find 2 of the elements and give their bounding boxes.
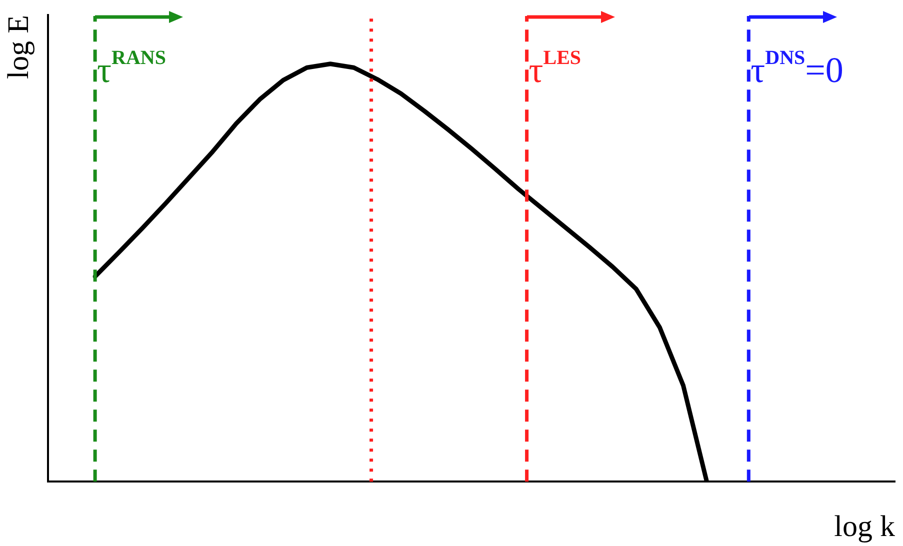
x-axis-title: log k: [834, 510, 895, 543]
y-axis-title: log E: [2, 15, 35, 80]
